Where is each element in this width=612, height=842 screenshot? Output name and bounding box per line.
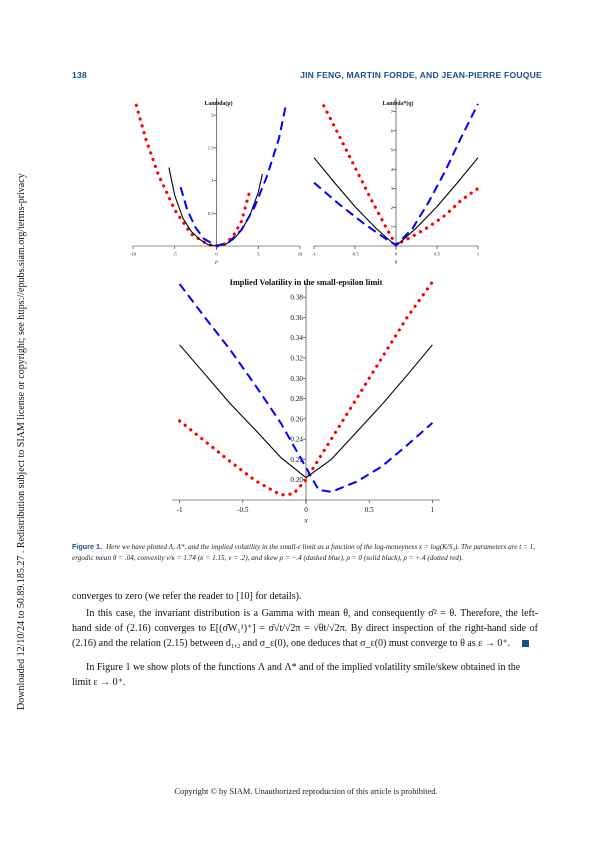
end-of-proof-square: [522, 640, 530, 648]
y-tick-label: 0.32: [290, 355, 303, 363]
body-paragraph-1: converges to zero (we refer the reader t…: [72, 591, 302, 602]
x-tick-label: 1: [431, 506, 435, 514]
x-tick-label: -0.5: [237, 506, 249, 514]
series-line-dotted: [178, 280, 434, 497]
y-tick-label: 2: [211, 113, 214, 118]
chart-2: -1 -0.5 0 0.5 1 1 2 3 4 5 6 7 Lambda*(q) q: [312, 98, 480, 265]
chart-title: Lambda*(q): [383, 100, 414, 107]
figure-caption: Figure 1. Here we have plotted Λ, Λ*, and…: [72, 541, 538, 564]
series-line-solid: [168, 167, 263, 247]
copyright-footer: Copyright © by SIAM. Unauthorized reprod…: [174, 787, 438, 796]
series-line-dashed: [179, 105, 287, 247]
y-tick-label: 0.30: [290, 375, 303, 383]
y-tick-label: 5: [391, 148, 394, 153]
running-authors: JIN FENG, MARTIN FORDE, AND JEAN-PIERRE …: [300, 70, 542, 80]
y-tick-label: 0.20: [290, 476, 303, 484]
chart-3: -1 -0.5 0 0.5 1 0.20 0.22 0.24 0.26 0.28 0.30 0.32 0…: [172, 278, 440, 524]
series-line-dashed: [313, 103, 479, 246]
x-tick-label: -0.5: [351, 252, 359, 257]
body-paragraph-3: In Figure 1 we show plots of the functio…: [72, 662, 521, 689]
y-tick-label: 2: [391, 205, 394, 210]
x-tick-label: 0: [395, 252, 398, 257]
x-tick-label: 0: [215, 252, 218, 257]
y-tick-label: 0.24: [290, 436, 303, 444]
x-tick-label: -1: [177, 506, 183, 514]
x-tick-label: 0.5: [365, 506, 374, 514]
y-tick-label: 0.26: [290, 415, 303, 423]
running-header: 138 JIN FENG, MARTIN FORDE, AND JEAN-PIE…: [72, 70, 542, 84]
body-paragraph-2: In this case, the invariant distribution…: [72, 606, 538, 652]
x-tick-label: 1: [477, 252, 480, 257]
series-line-dashed: [178, 283, 434, 493]
x-axis-label: q: [395, 260, 398, 265]
y-tick-label: 0.36: [290, 314, 303, 322]
x-tick-label: -10: [130, 252, 137, 257]
x-tick-label: 10: [298, 252, 303, 257]
y-tick-label: 0.28: [290, 395, 303, 403]
series-line-solid: [179, 344, 433, 479]
x-tick-label: -1: [312, 252, 317, 257]
y-tick-label: 0.38: [290, 294, 303, 302]
chart-1: -10 -5 0 5 10 0.5 1 1.5 2 Lambda(p) p: [130, 98, 303, 265]
y-tick-label: 1.5: [208, 145, 214, 150]
y-tick-label: 1: [391, 224, 394, 229]
x-axis-label: p: [214, 260, 218, 265]
y-tick-label: 7: [391, 109, 394, 114]
x-tick-label: 0.5: [434, 252, 440, 257]
x-tick-label: -5: [173, 252, 178, 257]
y-tick-label: 3: [391, 186, 394, 191]
series-line-dotted: [134, 103, 252, 248]
body-paragraph-2-text: In this case, the invariant distribution…: [72, 608, 538, 650]
y-tick-label: 4: [391, 167, 394, 172]
x-axis-label: x: [303, 515, 308, 524]
caption-text: Here we have plotted Λ, Λ*, and the impl…: [72, 543, 536, 562]
y-tick-label: 1: [211, 178, 214, 183]
x-tick-label: 0: [304, 506, 308, 514]
y-tick-label: 0.22: [290, 456, 303, 464]
page-number: 138: [72, 70, 87, 80]
chart-title: Lambda(p): [204, 100, 232, 107]
y-tick-label: 0.5: [208, 211, 214, 216]
y-tick-label: 0.34: [290, 334, 303, 342]
caption-label: Figure 1.: [72, 542, 102, 551]
chart-title: Implied Volatility in the small-epsilon …: [230, 278, 383, 287]
y-tick-label: 6: [391, 128, 394, 133]
series-line-dotted: [322, 104, 480, 247]
x-tick-label: 5: [257, 252, 260, 257]
